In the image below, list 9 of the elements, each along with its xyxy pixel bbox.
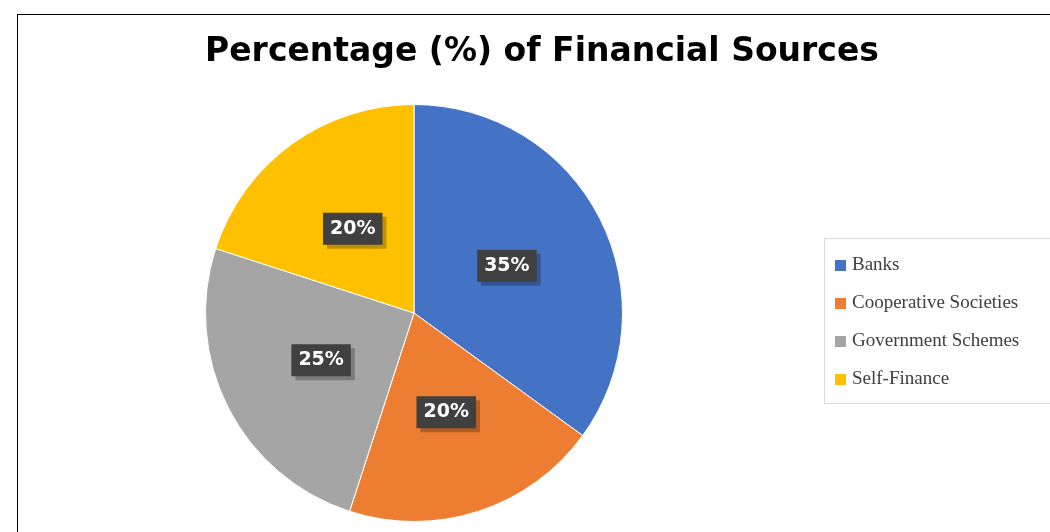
legend-label: Government Schemes bbox=[852, 329, 1020, 350]
legend-label: Self-Finance bbox=[852, 367, 950, 388]
legend-label: Banks bbox=[852, 253, 900, 274]
data-label: 25% bbox=[298, 347, 344, 370]
data-label: 35% bbox=[484, 252, 530, 275]
chart-title: Percentage (%) of Financial Sources bbox=[204, 30, 880, 69]
legend-label: Cooperative Societies bbox=[852, 291, 1019, 312]
data-label: 20% bbox=[423, 399, 469, 422]
data-label: 20% bbox=[329, 215, 376, 238]
